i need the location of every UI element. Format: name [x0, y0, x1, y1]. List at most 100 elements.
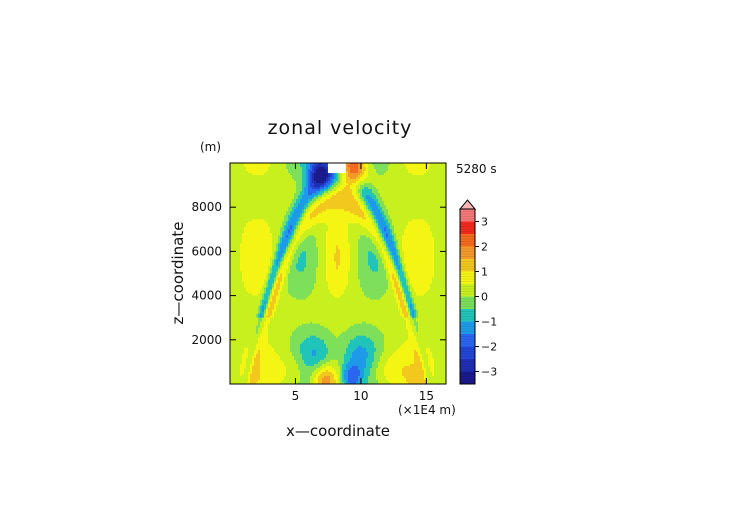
heatmap-cell — [386, 243, 389, 246]
heatmap-cell — [366, 195, 369, 198]
heatmap-cell — [376, 163, 379, 166]
heatmap-cell — [304, 223, 307, 226]
heatmap-cell — [392, 247, 395, 250]
heatmap-cell — [338, 251, 341, 254]
heatmap-cell — [292, 215, 295, 218]
heatmap-cell — [320, 235, 323, 238]
heatmap-cell — [314, 223, 317, 226]
heatmap-cell — [344, 217, 347, 220]
heatmap-cell — [336, 203, 339, 206]
heatmap-cell — [348, 251, 351, 254]
heatmap-cell — [420, 217, 423, 220]
heatmap-cell — [310, 251, 313, 254]
heatmap-cell — [418, 237, 421, 240]
heatmap-cell — [292, 165, 295, 168]
heatmap-cell — [400, 175, 403, 178]
heatmap-cell — [354, 195, 357, 198]
heatmap-cell — [336, 209, 339, 212]
heatmap-cell — [254, 209, 257, 212]
heatmap-cell — [438, 247, 441, 250]
heatmap-cell — [416, 211, 419, 214]
heatmap-cell — [288, 217, 291, 220]
heatmap-cell — [280, 165, 283, 168]
heatmap-cell — [402, 199, 405, 202]
heatmap-cell — [330, 239, 333, 242]
heatmap-cell — [410, 215, 413, 218]
heatmap-cell — [434, 193, 437, 196]
heatmap-cell — [382, 191, 385, 194]
heatmap-cell — [426, 187, 429, 190]
heatmap-cell — [292, 195, 295, 198]
heatmap-cell — [358, 183, 361, 186]
heatmap-cell — [436, 235, 439, 238]
heatmap-cell — [328, 233, 331, 236]
heatmap-cell — [266, 235, 269, 238]
heatmap-cell — [378, 237, 381, 240]
heatmap-cell — [334, 187, 337, 190]
heatmap-cell — [406, 189, 409, 192]
heatmap-cell — [344, 213, 347, 216]
heatmap-cell — [302, 249, 305, 252]
heatmap-cell — [336, 239, 339, 242]
heatmap-cell — [424, 239, 427, 242]
heatmap-cell — [242, 233, 245, 236]
heatmap-cell — [260, 213, 263, 216]
heatmap-cell — [250, 171, 253, 174]
heatmap-cell — [274, 207, 277, 210]
heatmap-cell — [338, 199, 341, 202]
heatmap-cell — [288, 173, 291, 176]
heatmap-cell — [432, 217, 435, 220]
heatmap-cell — [444, 217, 447, 220]
heatmap-cell — [406, 165, 409, 168]
heatmap-cell — [400, 181, 403, 184]
heatmap-cell — [406, 197, 409, 200]
heatmap-cell — [370, 239, 373, 242]
heatmap-cell — [338, 227, 341, 230]
heatmap-cell — [420, 163, 423, 166]
heatmap-cell — [418, 231, 421, 234]
heatmap-cell — [414, 221, 417, 224]
heatmap-cell — [308, 179, 311, 182]
heatmap-cell — [326, 231, 329, 234]
heatmap-cell — [330, 235, 333, 238]
heatmap-cell — [278, 219, 281, 222]
heatmap-cell — [290, 231, 293, 234]
heatmap-cell — [300, 239, 303, 242]
heatmap-cell — [352, 217, 355, 220]
heatmap-cell — [326, 191, 329, 194]
heatmap-cell — [262, 213, 265, 216]
heatmap-cell — [330, 223, 333, 226]
heatmap-cell — [406, 175, 409, 178]
heatmap-cell — [424, 211, 427, 214]
heatmap-cell — [252, 217, 255, 220]
heatmap-cell — [418, 187, 421, 190]
heatmap-cell — [242, 221, 245, 224]
heatmap-cell — [388, 205, 391, 208]
heatmap-cell — [394, 225, 397, 228]
heatmap-cell — [336, 207, 339, 210]
heatmap-cell — [318, 189, 321, 192]
heatmap-cell — [276, 179, 279, 182]
heatmap-cell — [352, 231, 355, 234]
heatmap-cell — [402, 169, 405, 172]
heatmap-cell — [388, 175, 391, 178]
heatmap-cell — [332, 231, 335, 234]
heatmap-cell — [392, 199, 395, 202]
heatmap-cell — [428, 167, 431, 170]
heatmap-cell — [312, 181, 315, 184]
heatmap-cell — [416, 215, 419, 218]
heatmap-cell — [382, 223, 385, 226]
heatmap-cell — [320, 177, 323, 180]
heatmap-cell — [420, 187, 423, 190]
heatmap-cell — [418, 201, 421, 204]
heatmap-cell — [304, 175, 307, 178]
heatmap-cell — [238, 237, 241, 240]
heatmap-cell — [386, 165, 389, 168]
heatmap-cell — [396, 181, 399, 184]
heatmap-cell — [320, 169, 323, 172]
heatmap-cell — [268, 169, 271, 172]
heatmap-cell — [356, 237, 359, 240]
heatmap-cell — [296, 193, 299, 196]
heatmap-cell — [308, 189, 311, 192]
heatmap-cell — [338, 193, 341, 196]
